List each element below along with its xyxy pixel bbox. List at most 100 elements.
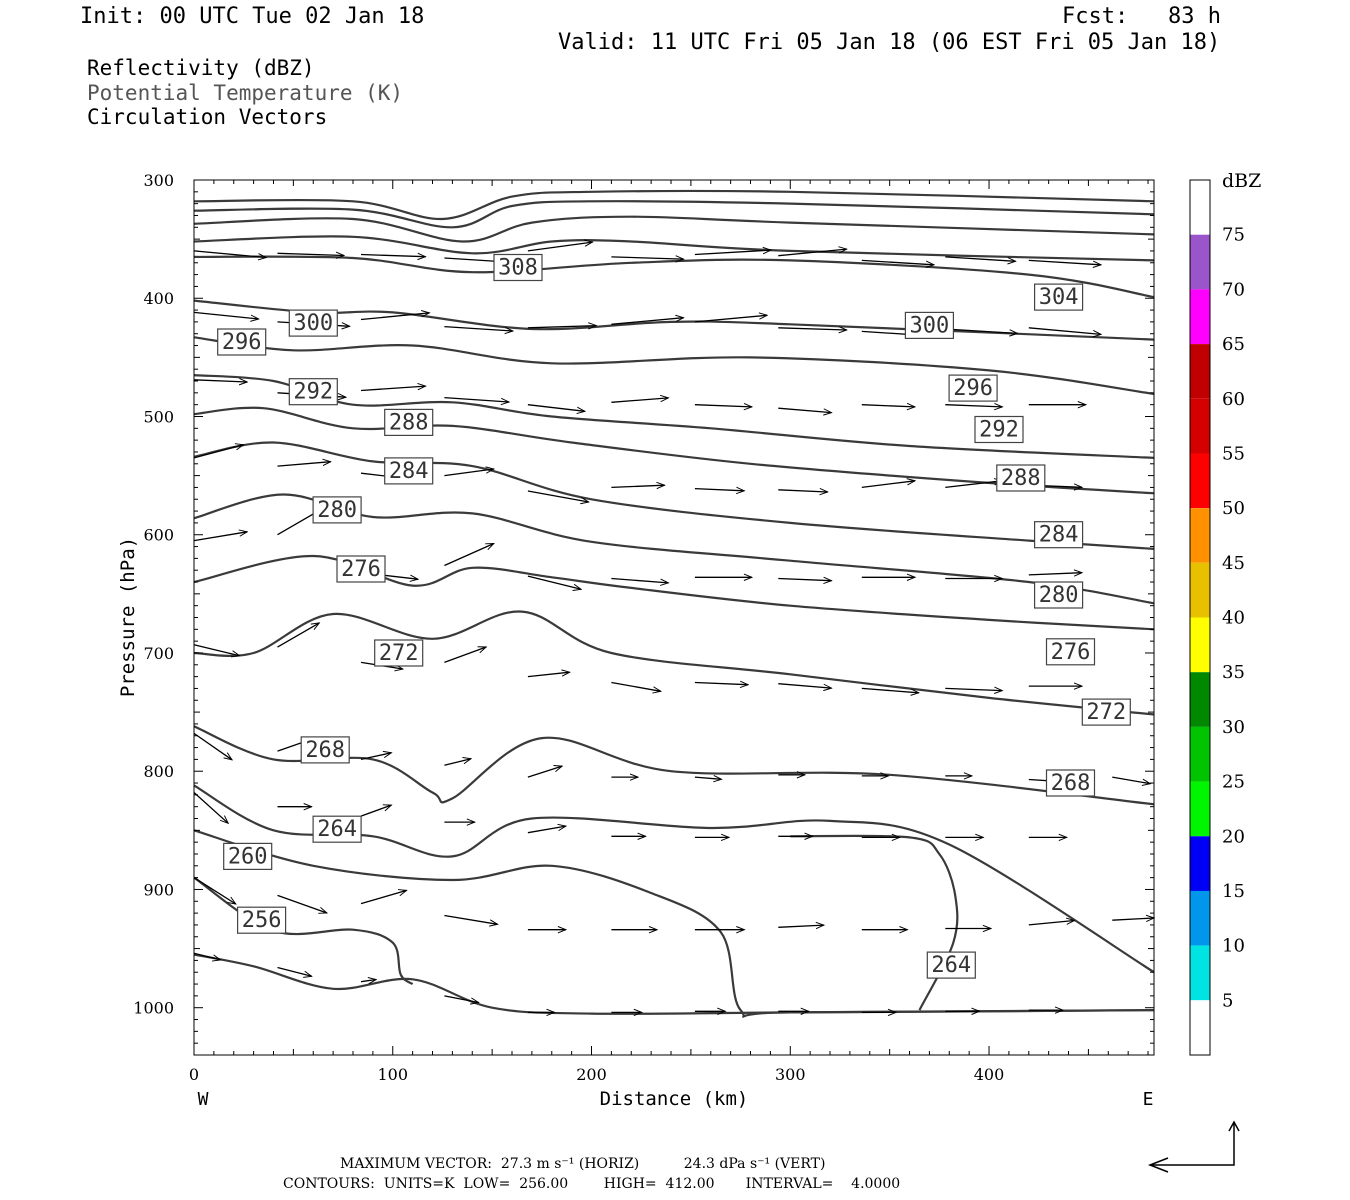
contour-label-text: 276 [341, 557, 381, 582]
colorbar-segment [1190, 672, 1210, 727]
circulation-vector [277, 966, 312, 977]
isentrope-256 [193, 953, 1155, 1015]
colorbar-segment [1190, 508, 1210, 563]
circulation-vector [444, 542, 493, 567]
contour-label-text: 292 [293, 380, 333, 405]
contour-label-text: 300 [293, 311, 333, 336]
circulation-vector [277, 462, 331, 467]
east-label: E [1143, 1089, 1154, 1110]
contour-label-text: 288 [1001, 466, 1041, 491]
isentrope-268 [193, 784, 1155, 974]
contour-label: 276 [1045, 638, 1096, 666]
contour-label: 292 [288, 378, 338, 406]
circulation-vector [694, 405, 752, 407]
contour-label: 296 [217, 328, 267, 356]
contour-label: 280 [1033, 581, 1084, 609]
contour-label: 304 [1033, 283, 1084, 311]
isentrope-260 [193, 876, 414, 986]
colorbar-tick-label: 10 [1222, 936, 1245, 957]
contour-label: 264 [926, 951, 976, 979]
circulation-vector [527, 490, 589, 502]
y-tick-label: 600 [143, 526, 174, 545]
circulation-vector [861, 259, 934, 264]
contour-label: 276 [336, 555, 386, 583]
circulation-vector [444, 914, 497, 925]
colorbar-tick-label: 50 [1222, 498, 1245, 519]
circulation-vector [277, 253, 345, 255]
circulation-vector [861, 687, 919, 692]
axis-ticks [193, 179, 1154, 1056]
field-potential-temperature: Potential Temperature (K) [87, 81, 404, 105]
isentrope-288 [193, 441, 1155, 550]
y-tick-label: 500 [143, 407, 174, 426]
circulation-vector [945, 256, 1015, 261]
isentrope-292 [193, 406, 1155, 495]
circulation-vector [444, 759, 471, 766]
y-tick-label: 300 [143, 171, 174, 190]
contour-label-text: 280 [1039, 583, 1079, 608]
colorbar-tick-label: 35 [1222, 662, 1245, 683]
colorbar-tick-label: 15 [1222, 881, 1245, 902]
colorbar-segment [1190, 781, 1210, 837]
circulation-vector [694, 315, 767, 323]
circulation-vector [611, 485, 664, 487]
x-tick-label: 300 [775, 1065, 806, 1084]
contour-label: 268 [1045, 769, 1096, 797]
y-tick-label: 900 [143, 880, 174, 899]
colorbar-tick-label: 5 [1222, 990, 1233, 1011]
contour-label-text: 284 [1039, 523, 1079, 548]
circulation-vector [193, 250, 266, 258]
circulation-vector [1112, 776, 1150, 784]
y-tick-label: 1000 [133, 999, 174, 1018]
isentrope-304 [193, 255, 1155, 299]
circulation-vector [778, 683, 831, 688]
y-tick-label: 400 [143, 289, 174, 308]
colorbar-segment [1190, 344, 1210, 399]
contour-label-text: 304 [1039, 285, 1079, 310]
circulation-vector [193, 445, 243, 459]
contour-label-text: 272 [379, 641, 419, 666]
circulation-vector [694, 250, 771, 256]
circulation-vector [861, 481, 915, 489]
contour-label-text: 276 [1051, 640, 1091, 665]
y-axis-label: Pressure (hPa) [117, 537, 139, 697]
circulation-vector [277, 623, 320, 648]
colorbar-frame [1189, 179, 1211, 1056]
contour-label-text: 256 [242, 908, 282, 933]
circulation-vector [945, 688, 1002, 690]
circulation-vector [778, 490, 827, 492]
valid-time: Valid: 11 UTC Fri 05 Jan 18 (06 EST Fri … [558, 30, 1221, 55]
circulation-vector [193, 952, 221, 960]
colorbar-segment [1190, 398, 1210, 454]
circulation-vector [778, 249, 846, 257]
contour-label-text: 272 [1086, 700, 1126, 725]
contour-label: 296 [948, 374, 998, 402]
circulation-vector [694, 777, 722, 779]
circulation-vector [360, 313, 429, 321]
circulation-vector [1028, 573, 1082, 575]
init-time: Init: 00 UTC Tue 02 Jan 18 [80, 4, 425, 29]
isentrope-306 [193, 235, 1155, 262]
circulation-vector [193, 732, 232, 759]
x-tick-label: 200 [576, 1065, 607, 1084]
circulation-vector [444, 396, 509, 402]
contour-label: 260 [223, 842, 273, 871]
contour-label: 280 [312, 496, 362, 524]
circulation-vector [277, 894, 327, 913]
contour-label-text: 284 [389, 459, 429, 484]
contour-label-text: 260 [228, 844, 268, 869]
y-tick-label: 800 [143, 762, 174, 781]
fcst-label: Fcst: [1062, 4, 1129, 29]
contour-label: 308 [493, 253, 543, 282]
x-tick-label: 400 [974, 1065, 1005, 1084]
contour-lines [193, 189, 1155, 1018]
circulation-vector [360, 980, 376, 982]
circulation-vector [945, 328, 1017, 333]
isentrope-302 [193, 299, 1155, 341]
contour-label: 292 [974, 415, 1024, 444]
circulation-vector [527, 672, 570, 678]
circulation-vector [611, 257, 683, 259]
contour-label: 272 [374, 639, 424, 667]
circulation-vector [945, 405, 1002, 407]
